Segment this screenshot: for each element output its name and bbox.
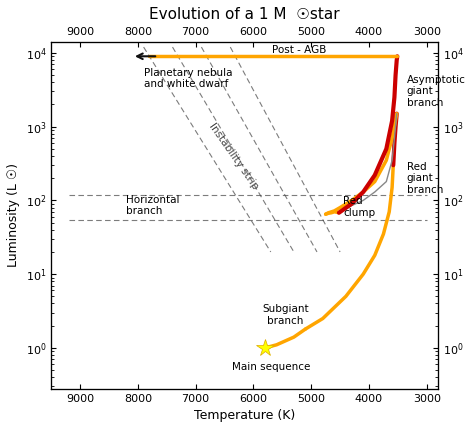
Text: Horizontal
branch: Horizontal branch [126, 195, 180, 216]
Text: Post - AGB: Post - AGB [273, 45, 327, 54]
X-axis label: Temperature (K): Temperature (K) [194, 409, 295, 422]
Text: Planetary nebula
and white dwarf: Planetary nebula and white dwarf [144, 68, 232, 89]
Title: Evolution of a 1 M  ☉star: Evolution of a 1 M ☉star [149, 7, 340, 22]
Text: Instability strip: Instability strip [207, 121, 260, 191]
Text: Red
giant
branch: Red giant branch [407, 162, 443, 195]
Text: Subgiant
branch: Subgiant branch [262, 304, 309, 326]
Text: Red
clump: Red clump [343, 196, 375, 218]
Text: Asymptotic
giant
branch: Asymptotic giant branch [407, 75, 465, 108]
Y-axis label: Luminosity (L ☉): Luminosity (L ☉) [7, 163, 20, 267]
Text: Main sequence: Main sequence [232, 362, 310, 372]
